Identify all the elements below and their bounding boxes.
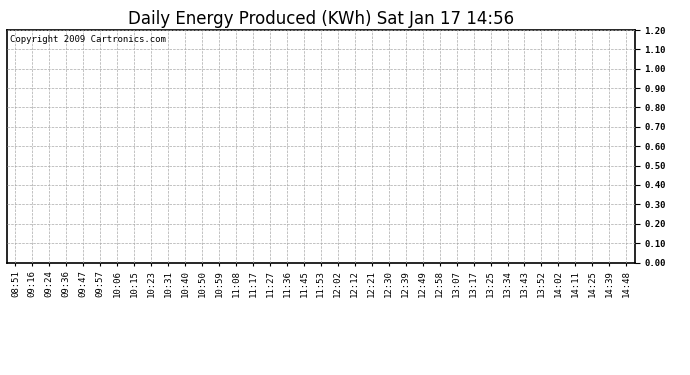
Title: Daily Energy Produced (KWh) Sat Jan 17 14:56: Daily Energy Produced (KWh) Sat Jan 17 1… [128, 10, 514, 28]
Text: Copyright 2009 Cartronics.com: Copyright 2009 Cartronics.com [10, 34, 166, 44]
